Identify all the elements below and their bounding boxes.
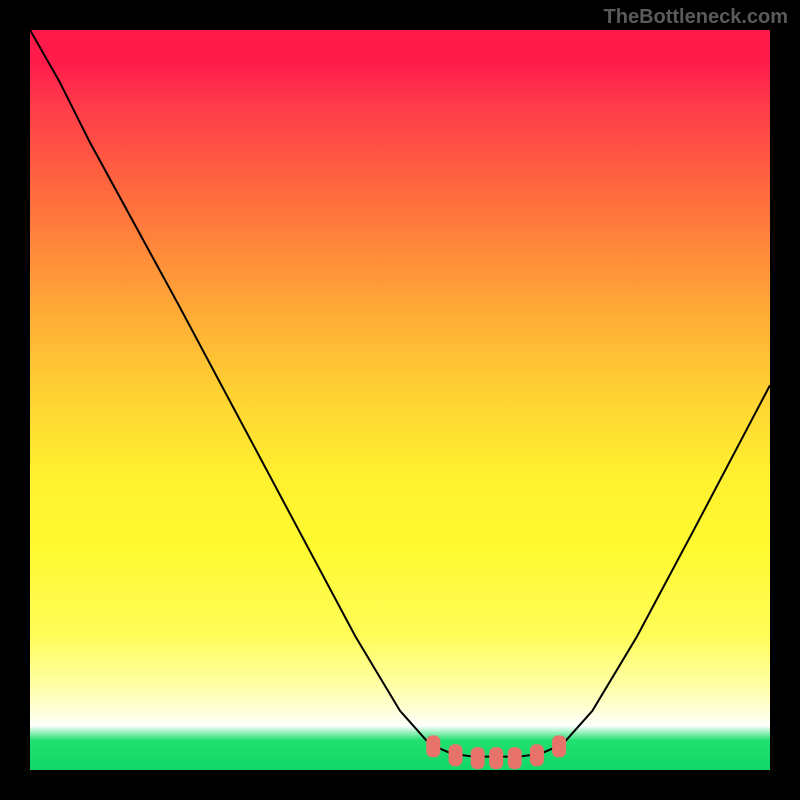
data-marker bbox=[508, 747, 522, 769]
data-marker bbox=[489, 747, 503, 769]
watermark-text: TheBottleneck.com bbox=[604, 6, 788, 29]
data-marker bbox=[471, 747, 485, 769]
data-marker bbox=[426, 735, 440, 757]
plot-area bbox=[30, 30, 770, 770]
bottleneck-curve bbox=[30, 30, 770, 757]
data-marker bbox=[552, 735, 566, 757]
data-marker bbox=[530, 744, 544, 766]
curve-layer bbox=[30, 30, 770, 770]
data-marker bbox=[449, 744, 463, 766]
